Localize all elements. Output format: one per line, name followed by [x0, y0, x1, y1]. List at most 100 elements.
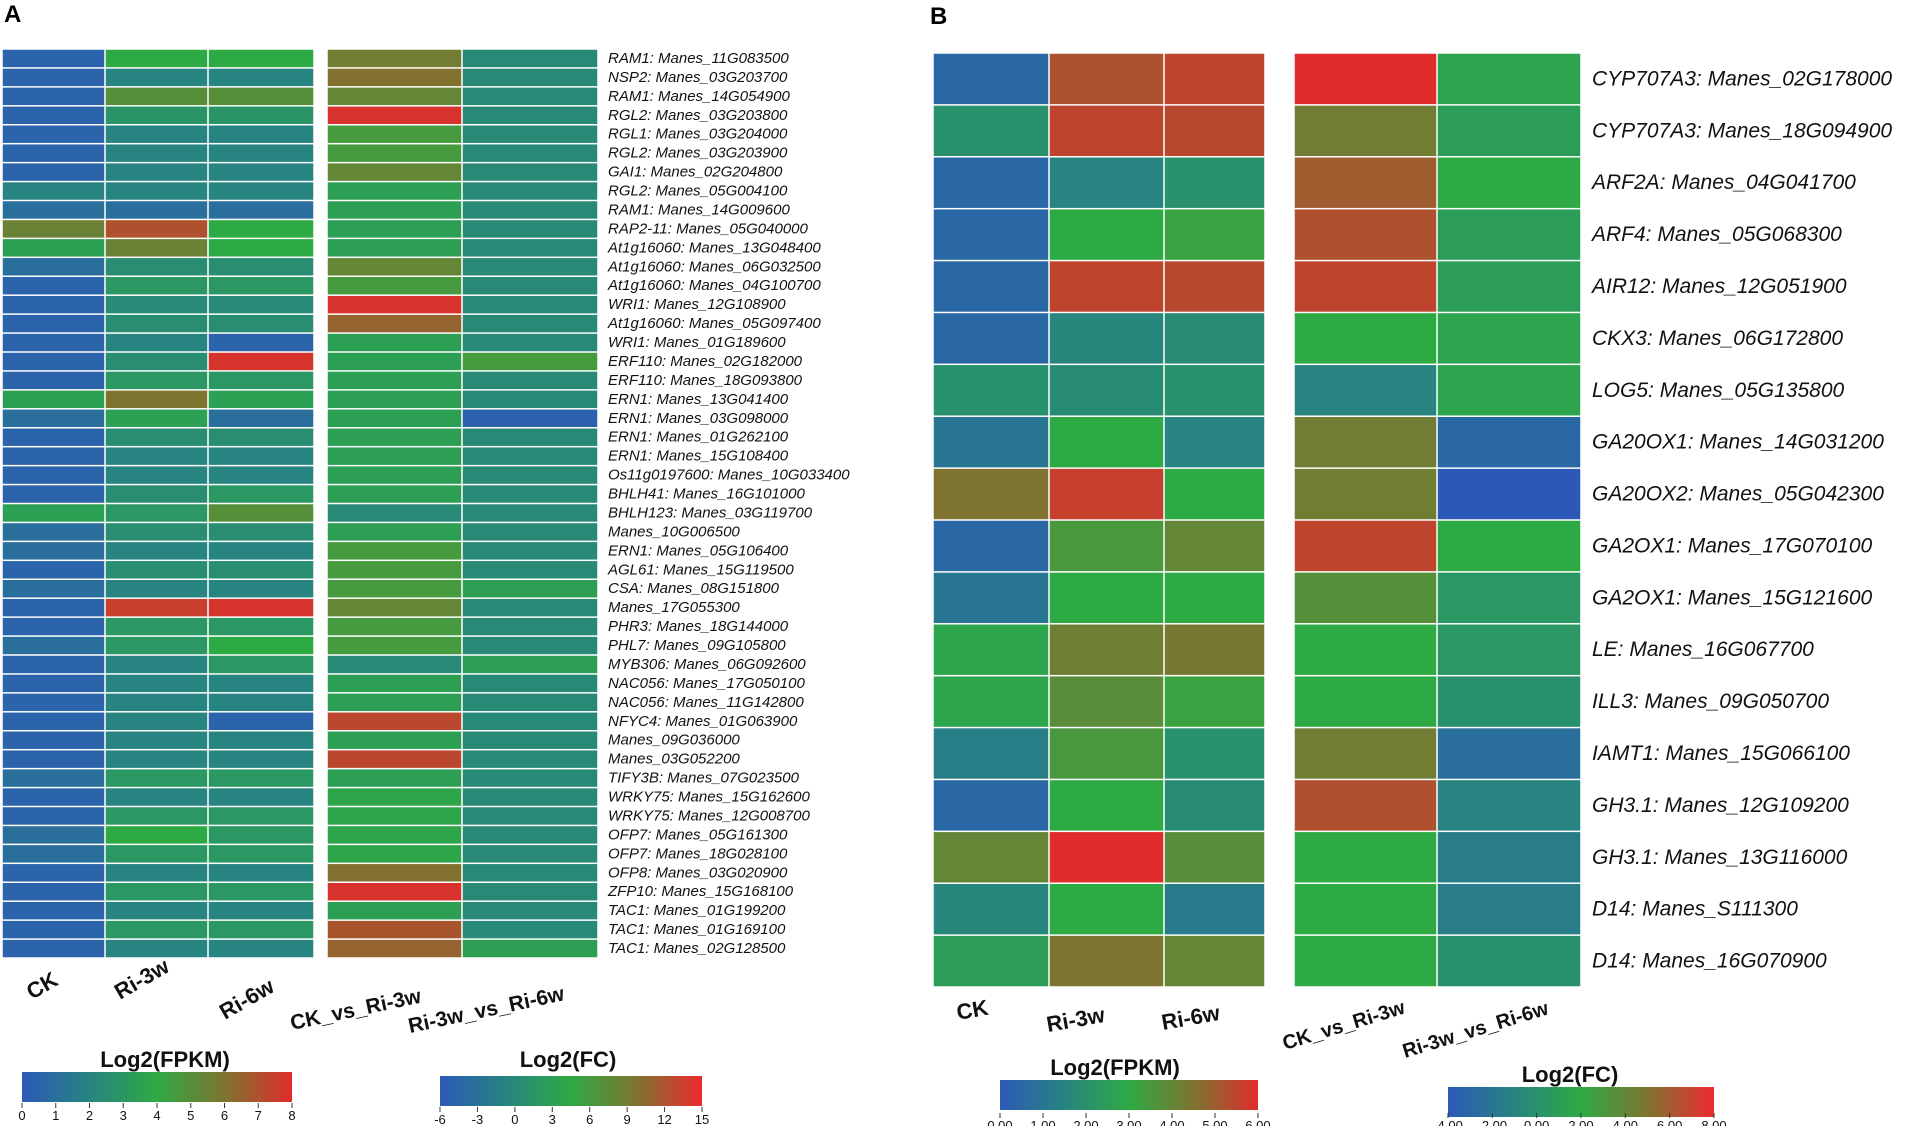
- panel-a-fc-cell: [328, 315, 462, 332]
- panel-a-legend-fpkm-tick-label: 2: [86, 1108, 93, 1123]
- panel-b-fpkm-cell: [1165, 54, 1265, 104]
- panel-a-fpkm-cell: [3, 372, 105, 389]
- panel-a-fc-cell: [463, 372, 598, 389]
- panel-a-fc-cell: [463, 883, 598, 900]
- panel-a-fc-cell: [463, 921, 598, 938]
- panel-b-fpkm-cell: [1050, 469, 1164, 519]
- panel-a-gene-label: ERN1: Manes_13G041400: [608, 391, 789, 408]
- panel-b-fc-cell: [1438, 469, 1581, 519]
- panel-a-fpkm-cell: [3, 769, 105, 786]
- panel-a-fc-cell: [328, 485, 462, 502]
- panel-a-gene-label: WRKY75: Manes_12G008700: [608, 807, 810, 824]
- panel-a-fpkm-cell: [106, 126, 208, 143]
- panel-a-gene-label: GAI1: Manes_02G204800: [608, 164, 783, 181]
- panel-a-fpkm-cell: [106, 561, 208, 578]
- panel-b-legend-fpkm-tick-label: 6.00: [1245, 1118, 1270, 1126]
- panel-a-fc-cell: [328, 429, 462, 446]
- panel-a-fc-cell: [328, 69, 462, 86]
- panel-a-fpkm-cell: [3, 50, 105, 67]
- panel-a-fc-cell: [463, 902, 598, 919]
- panel-b-fpkm-cell: [1050, 106, 1164, 156]
- panel-a-fpkm-cell: [3, 542, 105, 559]
- panel-a-fpkm-cell: [3, 315, 105, 332]
- panel-b-fpkm-cell: [1050, 417, 1164, 467]
- panel-a-legend-fpkm-ticks: 012345678: [18, 1103, 295, 1123]
- panel-a-fc-cell: [328, 883, 462, 900]
- panel-a-fpkm-cell: [209, 864, 314, 881]
- panel-a-fc-cell: [328, 258, 462, 275]
- panel-a-fpkm-cell: [3, 561, 105, 578]
- panel-a-gene-label: CSA: Manes_08G151800: [608, 580, 780, 597]
- panel-a-gene-label: RGL2: Manes_03G203800: [608, 107, 788, 124]
- panel-a-fpkm-cell: [209, 466, 314, 483]
- panel-b-fpkm-cell: [934, 728, 1049, 778]
- panel-a-legend-fc-tick-label: 12: [657, 1112, 671, 1126]
- panel-a-fc-cell: [328, 675, 462, 692]
- panel-a-fpkm-cell: [3, 144, 105, 161]
- panel-a-gene-label: OFP8: Manes_03G020900: [608, 864, 788, 881]
- panel-b-fpkm-cell: [934, 106, 1049, 156]
- panel-a-gene-label: RAM1: Manes_11G083500: [608, 50, 789, 67]
- panel-b-fpkm-cell: [1165, 780, 1265, 830]
- panel-a-fpkm-cell: [209, 50, 314, 67]
- panel-a-fpkm-cell: [209, 315, 314, 332]
- panel-b-fc-heatmap: [1294, 53, 1581, 987]
- panel-a-gene-label: MYB306: Manes_06G092600: [608, 656, 806, 673]
- panel-b-gene-label: CYP707A3: Manes_18G094900: [1592, 119, 1892, 142]
- panel-b-fc-cell: [1438, 832, 1581, 882]
- panel-b-fpkm-cell: [1165, 521, 1265, 571]
- panel-a-fpkm-cell: [209, 107, 314, 124]
- panel-b-fc-cell: [1295, 54, 1437, 104]
- panel-a-gene-label: NAC056: Manes_11G142800: [608, 694, 804, 711]
- panel-b-fc-cell: [1438, 209, 1581, 259]
- panel-a-fpkm-cell: [106, 220, 208, 237]
- panel-b-legend-fc-tick-label: -2.00: [1478, 1118, 1508, 1126]
- panel-a-fc-cell: [463, 580, 598, 597]
- panel-b-fpkm-cell: [1050, 625, 1164, 675]
- panel-a-fpkm-cell: [3, 618, 105, 635]
- panel-b-fpkm-cell: [1050, 573, 1164, 623]
- panel-a-fpkm-cell: [3, 277, 105, 294]
- panel-b-fc-cell: [1438, 417, 1581, 467]
- panel-a-gene-label: Manes_17G055300: [608, 599, 740, 616]
- panel-a-fc-cell: [463, 485, 598, 502]
- panel-b-fpkm-cell: [934, 676, 1049, 726]
- panel-a-fpkm-cell: [106, 334, 208, 351]
- panel-a-fc-cell: [463, 50, 598, 67]
- panel-b-fpkm-cell: [1050, 676, 1164, 726]
- panel-b-fpkm-cell: [934, 313, 1049, 363]
- panel-a-fpkm-cell: [209, 429, 314, 446]
- panel-b-fpkm-cell: [1165, 728, 1265, 778]
- panel-a-fc-cell: [328, 144, 462, 161]
- panel-a-fpkm-cell: [209, 447, 314, 464]
- panel-a-fpkm-cell: [209, 788, 314, 805]
- panel-a-fpkm-cell: [106, 826, 208, 843]
- panel-a-fc-cell: [463, 618, 598, 635]
- panel-b-fpkm-cell: [934, 884, 1049, 934]
- panel-b-fpkm-cell: [1050, 884, 1164, 934]
- panel-b-fpkm-cell: [934, 625, 1049, 675]
- panel-a-fpkm-cell: [106, 599, 208, 616]
- panel-a-fpkm-cell: [209, 239, 314, 256]
- panel-a-fc-cell: [463, 694, 598, 711]
- panel-a-fpkm-cell: [209, 826, 314, 843]
- panel-b-legend-fc-bar: [1448, 1087, 1714, 1117]
- panel-a-fpkm-cell: [3, 883, 105, 900]
- panel-b-fc-cell: [1438, 365, 1581, 415]
- panel-a-letter: A: [4, 1, 21, 28]
- panel-a-fc-cell: [328, 88, 462, 105]
- panel-a-fpkm-cell: [106, 429, 208, 446]
- panel-a-fc-cell: [328, 296, 462, 313]
- panel-a-gene-label: ERF110: Manes_02G182000: [608, 353, 803, 370]
- panel-a-gene-label: Manes_10G006500: [608, 523, 740, 540]
- panel-b-legend-fc-tick-label: 4.00: [1613, 1118, 1638, 1126]
- panel-b-fc-cell: [1438, 106, 1581, 156]
- panel-a-fc-cell: [463, 144, 598, 161]
- panel-b-fc-cell: [1295, 313, 1437, 363]
- panel-b-gene-label: D14: Manes_S111300: [1592, 898, 1798, 921]
- panel-a-gene-label: Os11g0197600: Manes_10G033400: [608, 467, 850, 484]
- panel-a-gene-label: NFYC4: Manes_01G063900: [608, 713, 798, 730]
- panel-a-fpkm-cell: [209, 144, 314, 161]
- panel-a-fpkm-cell: [106, 504, 208, 521]
- panel-a-gene-label: At1g16060: Manes_06G032500: [607, 258, 821, 275]
